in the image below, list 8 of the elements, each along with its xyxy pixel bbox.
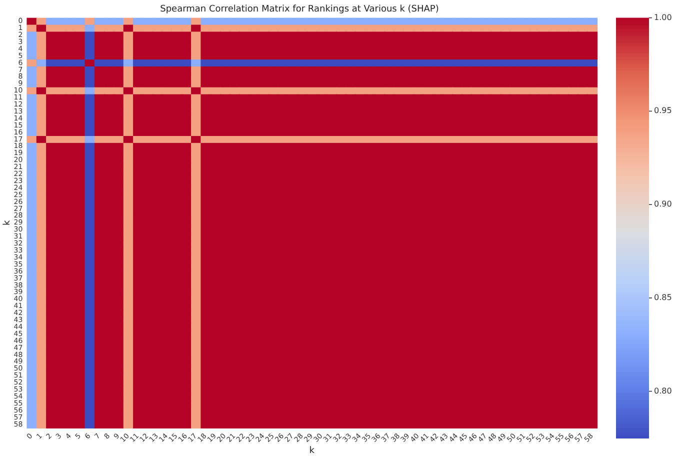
chart-title: Spearman Correlation Matrix for Rankings at Various k (SHAP) xyxy=(160,4,439,15)
color-bar-label: 1.00 xyxy=(654,12,672,22)
y-axis-title: k xyxy=(2,219,13,226)
x-axis-title: k xyxy=(309,446,316,456)
color-bar-label: 0.85 xyxy=(654,292,672,302)
color-bar-label: 0.90 xyxy=(654,200,672,209)
color-bar-label: 0.95 xyxy=(654,106,672,116)
color-bar-label: 0.80 xyxy=(654,386,672,396)
